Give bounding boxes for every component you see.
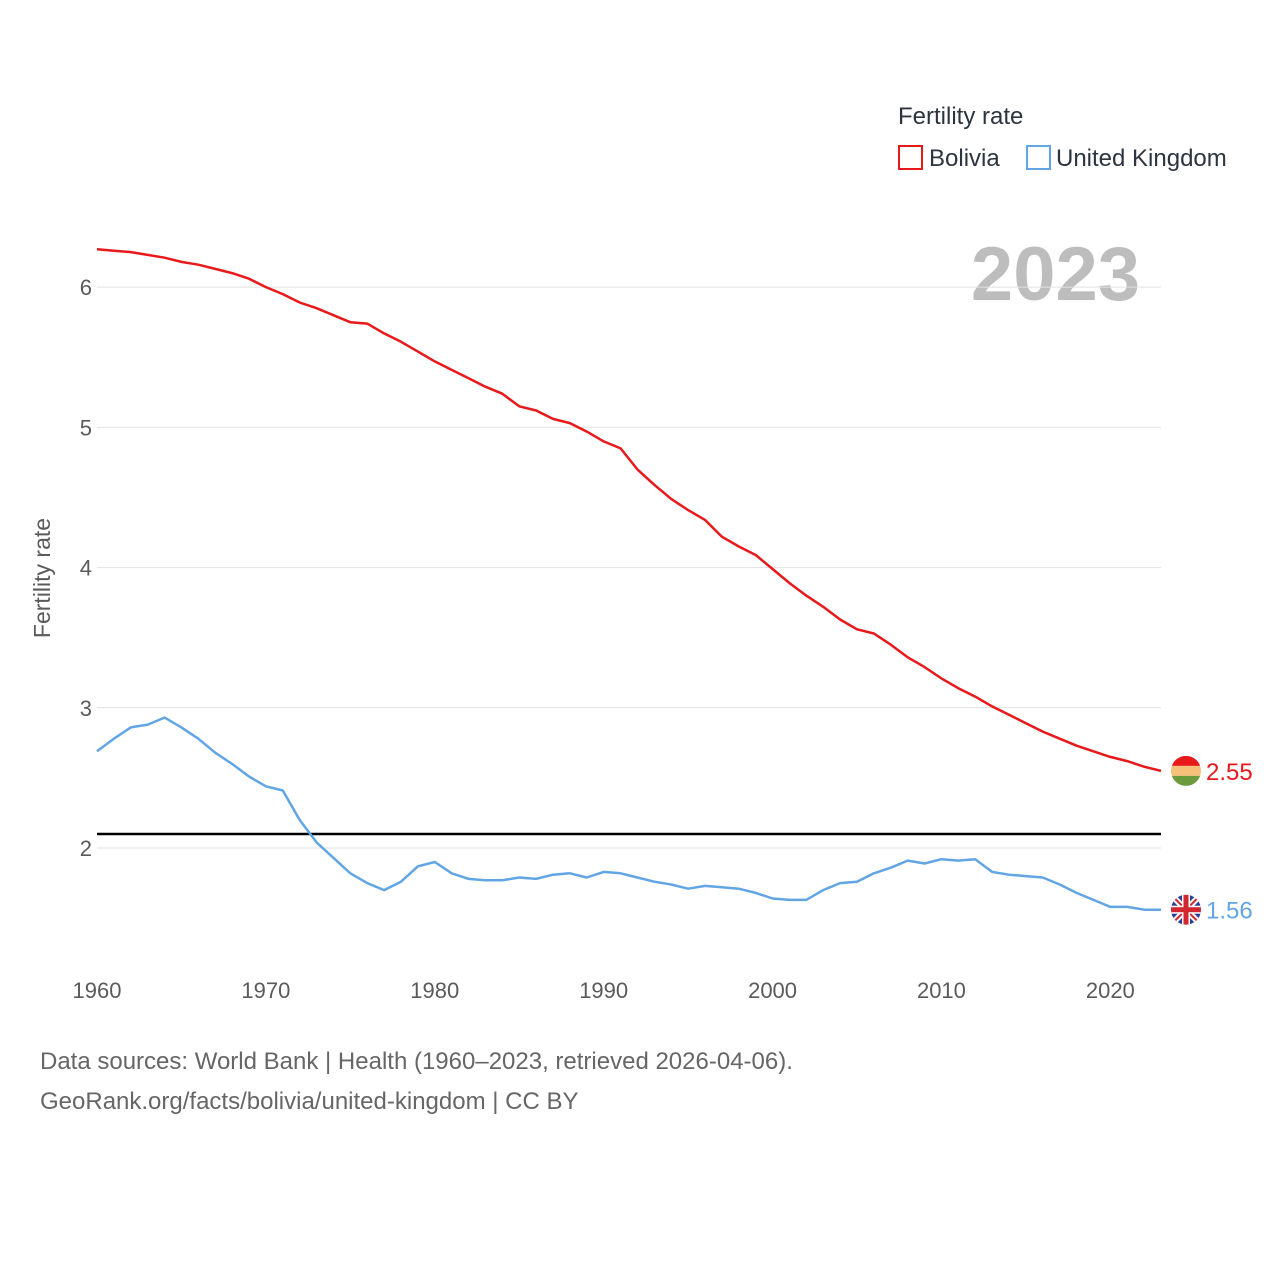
source-line: Data sources: World Bank | Health (1960–… [40,1048,793,1075]
x-tick-label: 2010 [917,978,966,1003]
x-tick-label: 2000 [748,978,797,1003]
bolivia-flag-icon [1171,755,1201,786]
y-axis-label: Fertility rate [29,518,55,638]
legend-swatch-bolivia[interactable] [898,145,923,170]
y-tick-label: 4 [80,556,92,581]
legend-label-united-kingdom[interactable]: United Kingdom [1056,145,1227,172]
y-tick-label: 6 [80,275,92,300]
y-tick-label: 3 [80,696,92,721]
x-axis-ticks: 1960 1970 1980 1990 2000 2010 2020 [73,978,1135,1003]
y-tick-label: 5 [80,415,92,440]
legend-label-bolivia[interactable]: Bolivia [929,145,1000,172]
series-line-united-kingdom[interactable] [96,716,1161,911]
data-source-footer: Data sources: World Bank | Health (1960–… [40,1042,793,1122]
legend[interactable]: Fertility rate Bolivia United Kingdom [898,103,1227,172]
x-tick-label: 1960 [73,978,122,1003]
uk-end-value: 1.56 [1206,898,1253,925]
fertility-rate-chart: Fertility rate Bolivia United Kingdom 20… [29,103,1253,1003]
series-lines [96,248,1162,911]
legend-title: Fertility rate [898,103,1023,130]
bolivia-end-value: 2.55 [1206,759,1253,786]
series-line-bolivia[interactable] [96,248,1162,773]
uk-flag-icon [1171,894,1201,925]
current-year-display: 2023 [971,232,1140,317]
y-axis-ticks: 2 3 4 5 6 [80,275,92,861]
legend-swatch-united-kingdom[interactable] [1026,145,1051,170]
x-tick-label: 1980 [410,978,459,1003]
x-tick-label: 1990 [579,978,628,1003]
attribution-line[interactable]: GeoRank.org/facts/bolivia/united-kingdom… [40,1088,579,1115]
x-tick-label: 1970 [241,978,290,1003]
bolivia-end-marker: 2.55 [1171,755,1253,786]
x-tick-label: 2020 [1086,978,1135,1003]
y-tick-label: 2 [80,836,92,861]
uk-end-marker: 1.56 [1171,894,1253,925]
gridlines [97,286,1161,849]
